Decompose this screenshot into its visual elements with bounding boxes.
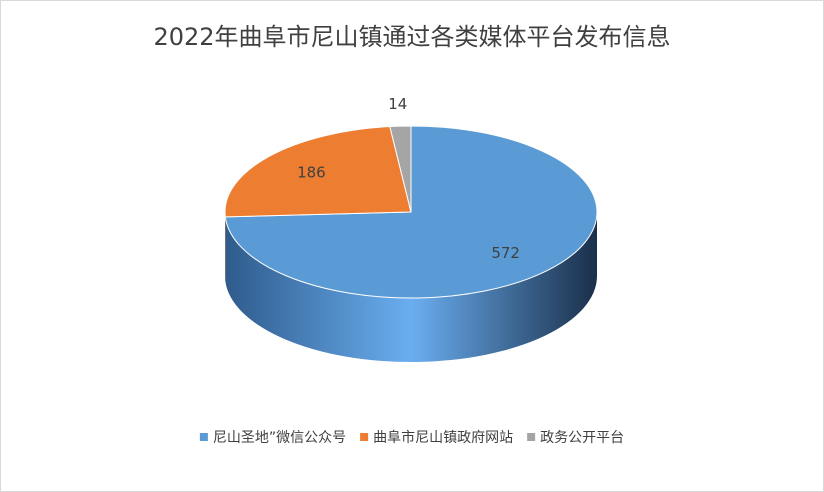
legend-swatch <box>199 433 208 441</box>
legend-label: 尼山圣地”微信公众号 <box>213 430 346 446</box>
data-label: 186 <box>297 164 326 182</box>
pie-slice <box>389 125 412 213</box>
legend-swatch <box>527 433 536 441</box>
pie-side <box>225 212 598 362</box>
legend-swatch <box>360 433 369 441</box>
chart-title: 2022年曲阜市尼山镇通过各类媒体平台发布信息 <box>153 23 670 51</box>
pie-slice <box>224 126 412 218</box>
data-label: 572 <box>491 244 520 262</box>
legend: 尼山圣地”微信公众号 曲阜市尼山镇政府网站 政务公开平台 <box>199 429 624 446</box>
data-label: 14 <box>388 95 407 113</box>
legend-label: 政务公开平台 <box>540 430 624 446</box>
legend-label: 曲阜市尼山镇政府网站 <box>373 429 513 446</box>
